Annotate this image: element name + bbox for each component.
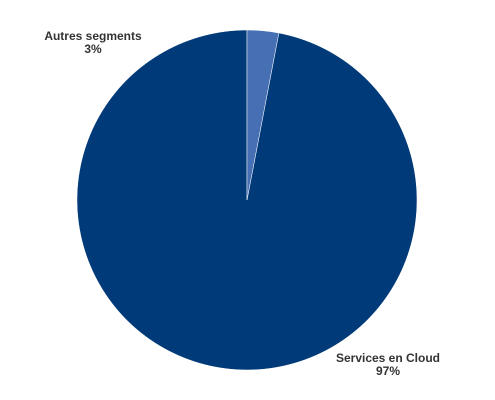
slice-label-autres-segments: Autres segments 3% (28, 30, 158, 56)
slice-label-name: Services en Cloud (335, 351, 441, 365)
slice-label-services-en-cloud: Services en Cloud 97% (318, 352, 458, 378)
pie-slice-services-en-cloud (76, 29, 418, 371)
slice-label-percent: 97% (375, 364, 401, 378)
pie-slice-autres-segments (246, 29, 280, 201)
slice-label-name: Autres segments (44, 29, 142, 43)
slice-label-percent: 3% (84, 42, 102, 56)
